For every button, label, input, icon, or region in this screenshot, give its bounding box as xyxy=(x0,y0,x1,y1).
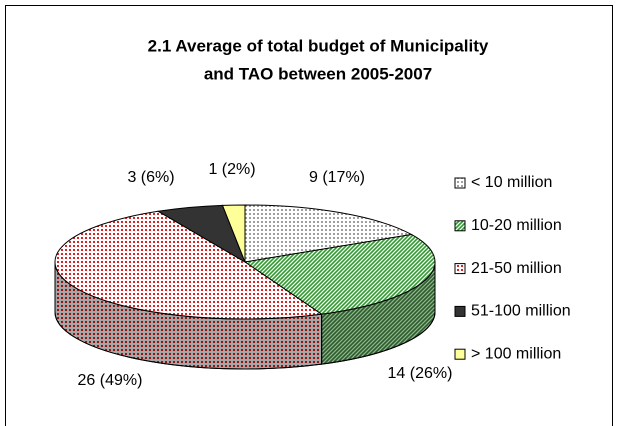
data-label: 3 (6%) xyxy=(127,169,174,186)
legend-swatch xyxy=(454,305,466,317)
legend-swatch xyxy=(454,263,466,275)
legend-label: 10-20 million xyxy=(471,217,562,234)
legend-label: 21-50 million xyxy=(471,260,562,277)
legend-swatch xyxy=(454,220,466,232)
legend-swatch xyxy=(454,348,466,360)
data-label: 26 (49%) xyxy=(78,372,143,389)
legend-label: < 10 million xyxy=(471,174,552,191)
legend-label: 51-100 million xyxy=(471,303,571,320)
pie-slice xyxy=(54,210,323,320)
pie-slice xyxy=(244,204,413,263)
pie-slice xyxy=(221,204,246,263)
data-label: 1 (2%) xyxy=(208,161,255,178)
chart-title: and TAO between 2005-2007 xyxy=(204,64,432,83)
chart-title: 2.1 Average of total budget of Municipal… xyxy=(148,36,489,55)
data-label: 14 (26%) xyxy=(388,365,453,382)
legend-swatch xyxy=(454,177,466,189)
data-label: 9 (17%) xyxy=(309,169,365,186)
legend-label: > 100 million xyxy=(471,345,561,362)
chart-border xyxy=(5,5,613,426)
